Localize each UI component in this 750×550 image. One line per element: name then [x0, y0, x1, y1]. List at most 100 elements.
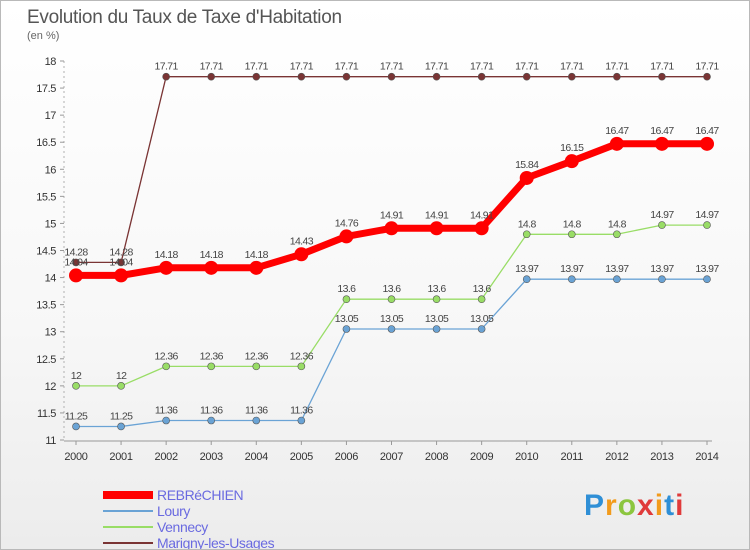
data-label: 11.36	[245, 405, 268, 417]
data-point	[72, 258, 80, 267]
legend-item-vennecy: Vennecy	[103, 519, 274, 535]
data-point	[609, 136, 624, 151]
data-point	[69, 268, 83, 283]
data-label: 17.71	[560, 61, 584, 73]
data-label: 14.91	[425, 209, 449, 221]
data-point	[159, 260, 174, 275]
x-tick-label: 2004	[245, 451, 268, 463]
data-point	[477, 325, 486, 333]
legend-swatch-vennecy	[103, 526, 153, 528]
data-label: 14.97	[650, 209, 674, 221]
y-tick-label: 15	[45, 218, 57, 230]
y-tick-label: 12	[45, 381, 57, 393]
data-point	[613, 230, 621, 239]
legend-item-rebrechien: REBRéCHIEN	[103, 487, 274, 503]
data-point	[342, 295, 351, 304]
legend-swatch-rebrechien	[103, 491, 153, 499]
chart-title: Evolution du Taux de Taxe d'Habitation	[27, 7, 342, 28]
data-label: 13.97	[695, 263, 719, 275]
data-point	[117, 422, 125, 431]
legend-swatch-marigny	[103, 542, 153, 544]
data-label: 13.97	[605, 263, 629, 275]
data-point	[162, 416, 170, 425]
data-label: 17.71	[425, 61, 449, 73]
data-label: 17.71	[470, 61, 494, 73]
data-point	[162, 362, 170, 371]
legend-item-marigny: Marigny-les-Usages	[103, 535, 275, 549]
data-label: 13.97	[650, 263, 674, 275]
data-point	[613, 72, 621, 81]
data-point	[117, 258, 125, 267]
data-label: 13.6	[382, 283, 401, 295]
data-label: 16.47	[650, 125, 674, 137]
data-point	[297, 362, 306, 371]
y-tick-label: 14.5	[36, 246, 56, 258]
data-label: 14.8	[563, 218, 582, 230]
data-label: 17.71	[200, 61, 224, 73]
data-point	[658, 275, 666, 283]
y-tick-label: 11	[45, 435, 56, 447]
data-point	[654, 136, 669, 151]
x-tick-label: 2009	[470, 451, 493, 463]
data-label: 12.36	[245, 350, 269, 362]
x-tick-label: 2001	[109, 451, 132, 463]
data-point	[297, 72, 306, 81]
data-point	[477, 72, 486, 81]
legend-item-loury: Loury	[103, 503, 274, 519]
data-label: 11.25	[110, 410, 133, 422]
y-tick-label: 11.5	[37, 408, 56, 420]
data-label: 12	[71, 370, 82, 382]
x-tick-label: 2005	[290, 451, 313, 463]
data-point	[252, 362, 261, 371]
data-point	[387, 72, 396, 81]
data-point	[429, 221, 444, 236]
data-label: 17.71	[380, 61, 404, 73]
data-point	[162, 72, 170, 81]
data-point	[252, 416, 261, 425]
data-point	[117, 382, 125, 390]
data-label: 17.71	[290, 61, 314, 73]
legend-label-rebrechien: REBRéCHIEN	[157, 487, 244, 503]
y-tick-label: 18	[45, 56, 57, 68]
data-label: 17.71	[335, 61, 359, 73]
data-point	[204, 260, 219, 275]
data-point	[342, 72, 351, 81]
data-label: 14.18	[245, 249, 269, 261]
data-label: 17.71	[650, 61, 674, 73]
data-label: 12	[116, 370, 127, 382]
y-tick-label: 14	[45, 273, 57, 285]
data-point	[297, 416, 306, 425]
data-label: 12.36	[200, 350, 224, 362]
data-point	[700, 136, 714, 151]
data-point	[522, 230, 531, 239]
y-tick-label: 12.5	[36, 354, 56, 366]
data-label: 12.36	[155, 350, 179, 362]
data-label: 14.8	[608, 218, 627, 230]
data-label: 14.43	[290, 235, 314, 247]
data-point	[384, 221, 399, 236]
data-point	[474, 221, 489, 236]
data-point	[387, 325, 396, 333]
data-point	[567, 275, 576, 283]
legend-swatch-loury	[103, 510, 153, 512]
x-tick-label: 2013	[650, 451, 673, 463]
y-tick-label: 13	[45, 327, 57, 339]
x-tick-label: 2010	[515, 451, 538, 463]
x-tick-label: 2002	[155, 451, 178, 463]
data-point	[252, 72, 261, 81]
data-point	[294, 247, 309, 262]
chart-legend: REBRéCHIEN Loury Vennecy Marigny-les-Usa…	[103, 487, 275, 549]
data-label: 14.8	[518, 218, 537, 230]
data-label: 16.47	[605, 125, 629, 137]
data-point	[249, 260, 264, 275]
data-point	[387, 295, 396, 304]
data-point	[207, 362, 216, 371]
data-point	[564, 154, 579, 169]
data-label: 14.97	[695, 209, 719, 221]
data-point	[703, 72, 711, 81]
data-label: 13.6	[473, 283, 492, 295]
brand-logo: Proxiti	[584, 489, 685, 522]
data-label: 14.04	[109, 256, 133, 268]
